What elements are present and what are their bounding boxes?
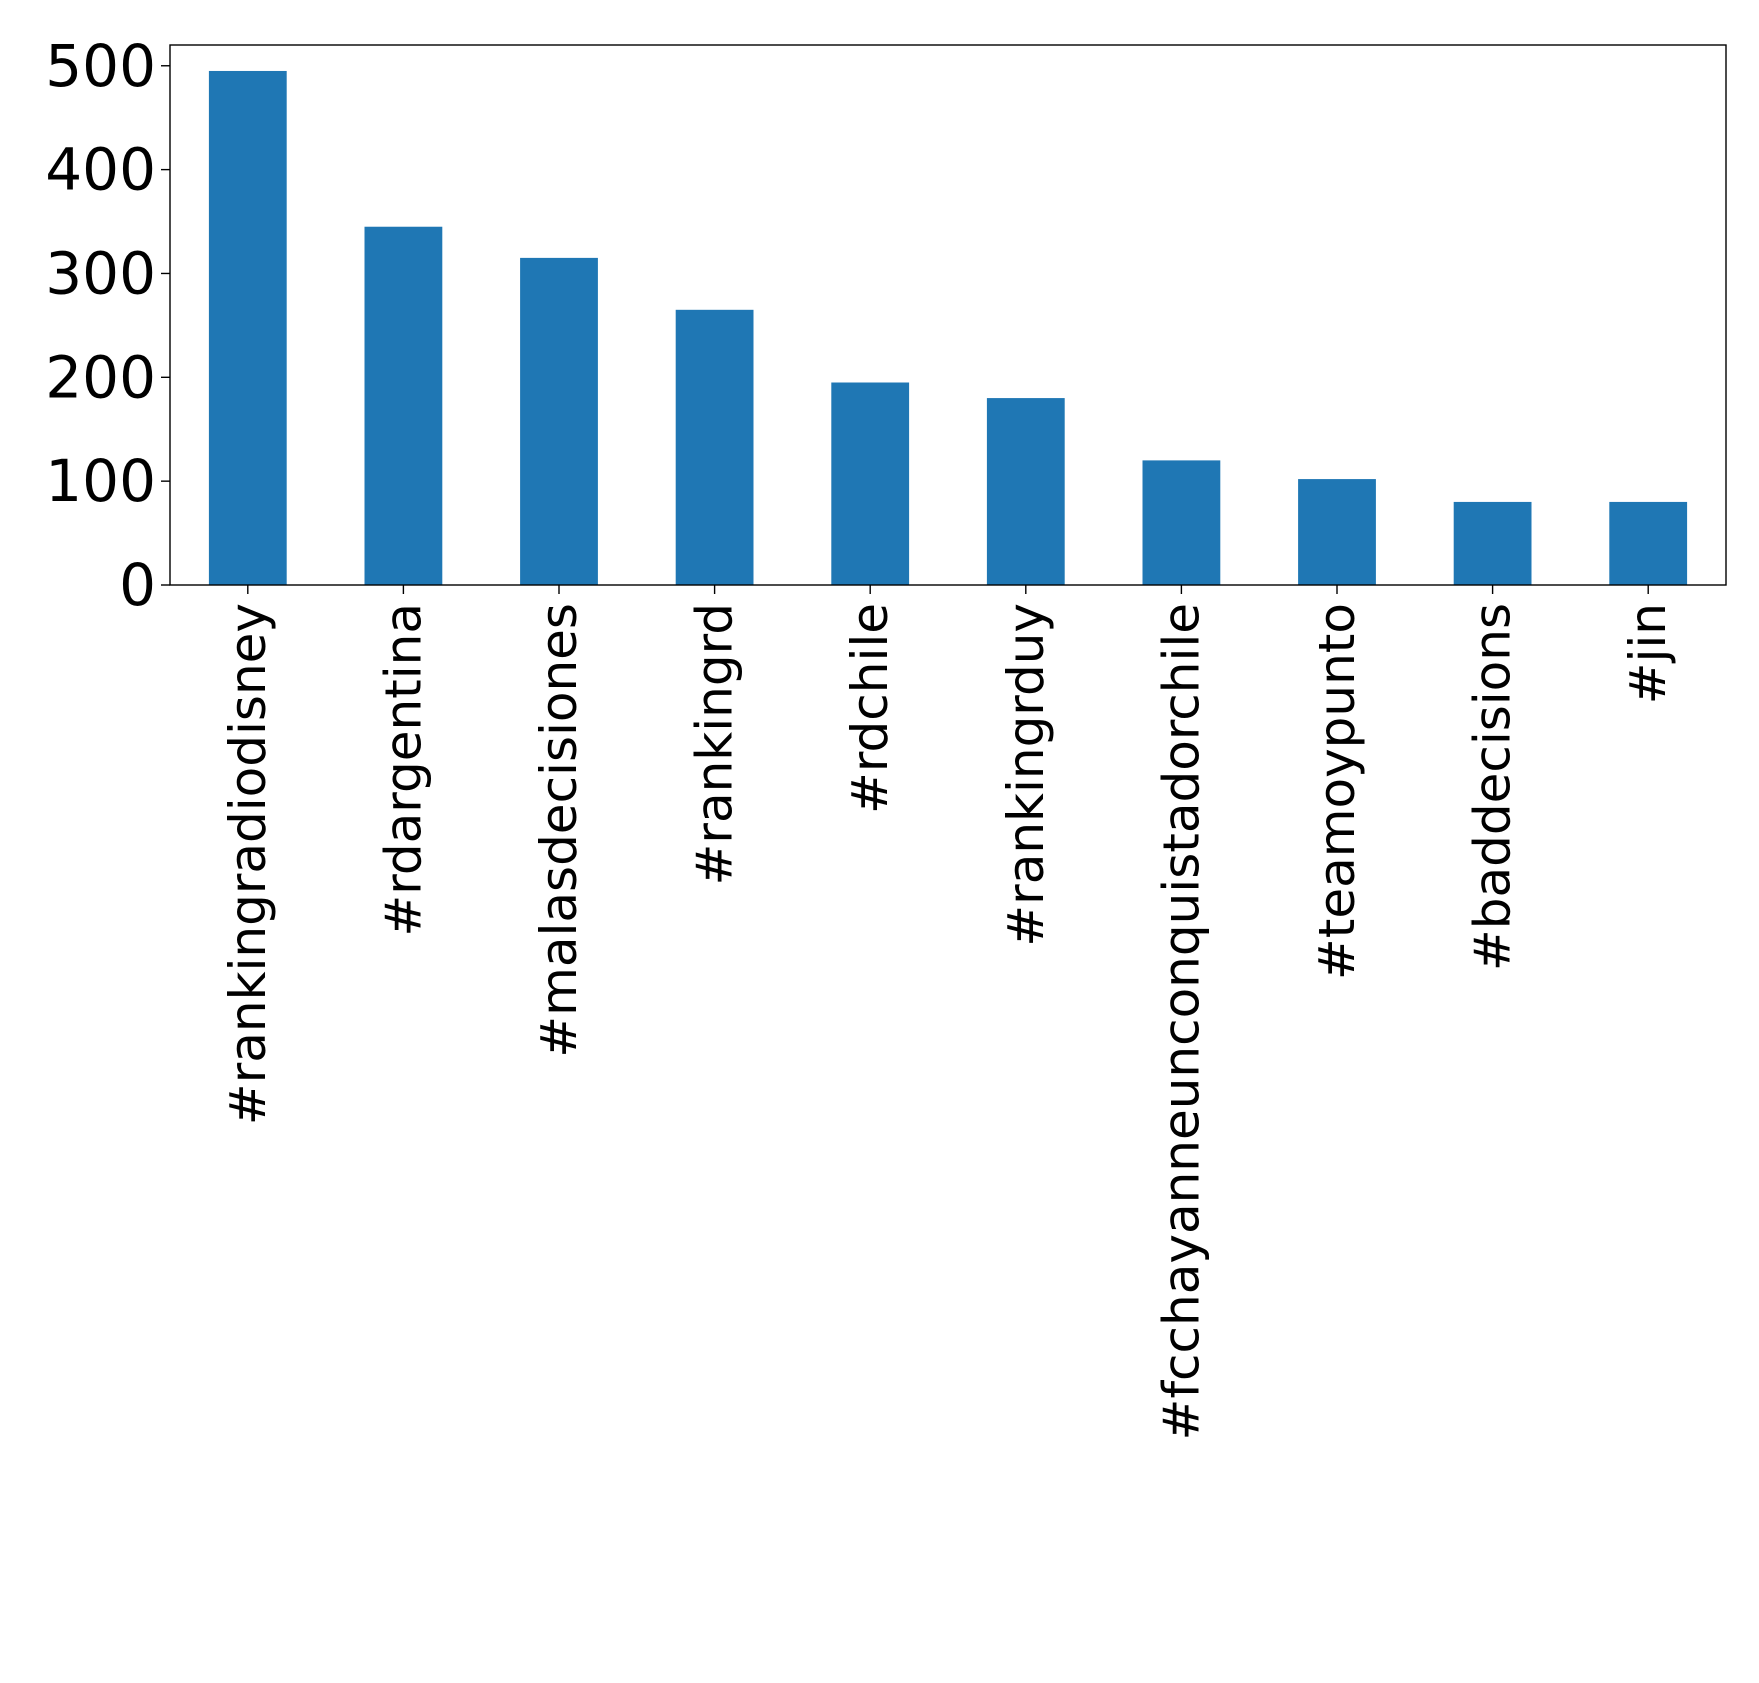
bar	[1142, 460, 1221, 585]
y-tick-label: 100	[45, 447, 156, 515]
x-tick-label: #rdargentina	[374, 603, 432, 937]
x-axis: #rankingradiodisney #rdargentina #malasdec…	[219, 585, 1677, 1440]
x-tick-label: #jin	[1619, 603, 1677, 704]
bar	[1609, 501, 1688, 585]
x-tick-label: #rankingrd	[686, 603, 744, 885]
bar	[1298, 479, 1376, 585]
bar	[1453, 501, 1532, 585]
x-tick-label: #malasdecisiones	[530, 603, 588, 1058]
bar	[520, 257, 598, 585]
y-tick-label: 0	[119, 551, 156, 619]
y-tick-label: 300	[45, 239, 156, 307]
x-tick-label: #baddecisions	[1464, 603, 1522, 971]
bar	[364, 226, 443, 585]
x-tick-label: #rankingradiodisney	[219, 603, 277, 1125]
x-tick-label: #fcchayanneunconquistadorchile	[1152, 603, 1210, 1440]
bar	[986, 398, 1065, 585]
bar	[208, 70, 287, 585]
bars-layer	[208, 70, 1688, 585]
plot-frame	[169, 44, 1727, 586]
x-tick-label: #rankingrduy	[997, 603, 1055, 947]
y-tick-label: 400	[45, 136, 156, 204]
bar	[831, 382, 910, 585]
y-tick-label: 200	[45, 343, 156, 411]
bar	[675, 309, 754, 585]
x-tick-label: #rdchile	[841, 603, 899, 814]
y-tick-label: 500	[45, 32, 156, 100]
x-tick-label: #teamoypunto	[1308, 603, 1366, 980]
y-axis: 0 100 200 300 400 500	[45, 32, 170, 619]
